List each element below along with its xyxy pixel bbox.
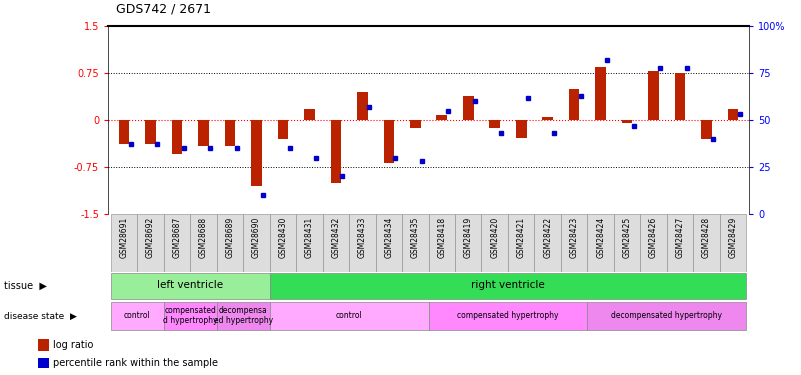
Text: GSM28432: GSM28432 [332,217,340,258]
Bar [38,358,49,368]
Bar [410,120,421,128]
Bar [437,115,447,120]
Text: disease state  ▶: disease state ▶ [4,311,77,320]
Bar [323,214,349,272]
Bar [296,214,323,272]
Bar [728,109,739,120]
Bar [595,67,606,120]
Bar [384,120,394,162]
Bar [720,214,747,272]
Bar [640,214,667,272]
Text: GSM28691: GSM28691 [119,217,128,258]
Text: GSM28422: GSM28422 [543,217,552,258]
Bar [455,214,481,272]
Bar [561,214,587,272]
Bar [38,339,49,351]
Bar [111,273,270,298]
Text: GSM28430: GSM28430 [279,217,288,258]
Bar [569,89,579,120]
Text: compensated
d hypertrophy: compensated d hypertrophy [163,306,217,325]
Bar [429,214,455,272]
Text: GSM28420: GSM28420 [490,217,499,258]
Text: GSM28418: GSM28418 [437,217,446,258]
Bar [224,120,235,146]
Text: right ventricle: right ventricle [471,280,545,290]
Text: GSM28424: GSM28424 [596,217,605,258]
Bar [587,302,747,330]
Bar [163,214,190,272]
Bar [429,302,587,330]
Text: GSM28419: GSM28419 [464,217,473,258]
Bar [270,214,296,272]
Text: GSM28431: GSM28431 [305,217,314,258]
Bar [190,214,217,272]
Text: GSM28690: GSM28690 [252,217,261,258]
Text: GSM28687: GSM28687 [172,217,182,258]
Text: log ratio: log ratio [53,340,93,350]
Bar [667,214,694,272]
Text: decompensa
ed hypertrophy: decompensa ed hypertrophy [214,306,273,325]
Bar [111,214,137,272]
Bar [463,96,473,120]
Bar [119,120,129,144]
Text: GDS742 / 2671: GDS742 / 2671 [116,2,211,15]
Bar [516,120,526,138]
Bar [701,120,712,139]
Bar [163,302,217,330]
Bar [357,92,368,120]
Bar [481,214,508,272]
Text: GSM28426: GSM28426 [649,217,658,258]
Bar [198,120,209,146]
Bar [217,214,244,272]
Bar [244,214,270,272]
Bar [614,214,640,272]
Text: GSM28435: GSM28435 [411,217,420,258]
Text: GSM28688: GSM28688 [199,217,208,258]
Bar [171,120,183,154]
Text: GSM28425: GSM28425 [622,217,632,258]
Bar [217,302,270,330]
Text: decompensated hypertrophy: decompensated hypertrophy [611,311,723,320]
Bar [674,73,686,120]
Bar [270,302,429,330]
Text: GSM28434: GSM28434 [384,217,393,258]
Text: control: control [124,311,151,320]
Bar [542,117,553,120]
Bar [349,214,376,272]
Text: percentile rank within the sample: percentile rank within the sample [53,358,218,368]
Text: GSM28428: GSM28428 [702,217,711,258]
Bar [587,214,614,272]
Bar [534,214,561,272]
Text: control: control [336,311,363,320]
Text: GSM28689: GSM28689 [225,217,235,258]
Text: GSM28692: GSM28692 [146,217,155,258]
Bar [270,273,747,298]
Bar [508,214,534,272]
Bar [376,214,402,272]
Bar [304,110,315,120]
Text: GSM28433: GSM28433 [358,217,367,258]
Bar [111,302,163,330]
Bar [331,120,341,183]
Text: compensated hypertrophy: compensated hypertrophy [457,311,559,320]
Text: left ventricle: left ventricle [157,280,223,290]
Bar [489,120,500,128]
Bar [278,120,288,139]
Bar [648,71,659,120]
Text: GSM28423: GSM28423 [570,217,578,258]
Bar [694,214,720,272]
Text: GSM28427: GSM28427 [675,217,685,258]
Bar [622,120,633,123]
Text: GSM28421: GSM28421 [517,217,525,258]
Text: tissue  ▶: tissue ▶ [4,281,47,291]
Bar [252,120,262,186]
Bar [145,120,156,144]
Text: GSM28429: GSM28429 [729,217,738,258]
Bar [137,214,163,272]
Bar [402,214,429,272]
